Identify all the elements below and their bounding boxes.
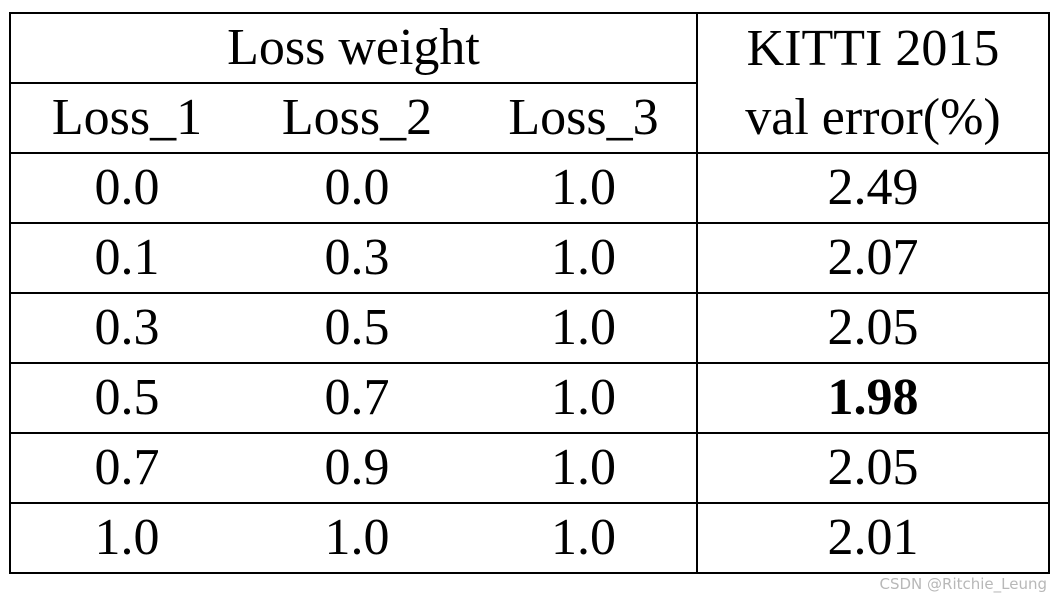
- loss-weight-results-table: Loss weight KITTI 2015 Loss_1 Loss_2 Los…: [9, 12, 1050, 574]
- loss2-cell: 0.3: [243, 222, 471, 294]
- loss1-cell: 0.1: [9, 222, 243, 294]
- results-table-container: Loss weight KITTI 2015 Loss_1 Loss_2 Los…: [9, 12, 1050, 574]
- loss2-column-header: Loss_2: [243, 82, 471, 154]
- error-cell: 2.49: [696, 152, 1050, 224]
- loss2-cell: 0.0: [243, 152, 471, 224]
- best-error-cell: 1.98: [696, 362, 1050, 434]
- error-cell: 2.05: [696, 292, 1050, 364]
- loss1-cell: 1.0: [9, 502, 243, 574]
- loss1-column-header: Loss_1: [9, 82, 243, 154]
- loss3-cell: 1.0: [471, 222, 698, 294]
- loss2-cell: 0.5: [243, 292, 471, 364]
- header-row-1: Loss weight KITTI 2015: [9, 12, 1050, 84]
- error-cell: 2.07: [696, 222, 1050, 294]
- loss1-cell: 0.7: [9, 432, 243, 504]
- loss3-column-header: Loss_3: [471, 82, 698, 154]
- header-row-2: Loss_1 Loss_2 Loss_3 val error(%): [9, 82, 1050, 154]
- loss1-cell: 0.3: [9, 292, 243, 364]
- error-cell: 2.01: [696, 502, 1050, 574]
- csdn-watermark: CSDN @Ritchie_Leung: [879, 575, 1047, 593]
- loss2-cell: 0.9: [243, 432, 471, 504]
- table-row: 0.3 0.5 1.0 2.05: [9, 292, 1050, 364]
- loss1-cell: 0.0: [9, 152, 243, 224]
- table-row: 0.1 0.3 1.0 2.07: [9, 222, 1050, 294]
- loss-weight-group-header: Loss weight: [9, 12, 698, 84]
- loss3-cell: 1.0: [471, 432, 698, 504]
- table-row-best: 0.5 0.7 1.0 1.98: [9, 362, 1050, 434]
- loss2-cell: 1.0: [243, 502, 471, 574]
- loss3-cell: 1.0: [471, 292, 698, 364]
- table-row: 1.0 1.0 1.0 2.01: [9, 502, 1050, 574]
- metric-header-line1: KITTI 2015: [696, 12, 1050, 83]
- loss1-cell: 0.5: [9, 362, 243, 434]
- loss2-cell: 0.7: [243, 362, 471, 434]
- loss3-cell: 1.0: [471, 502, 698, 574]
- loss3-cell: 1.0: [471, 362, 698, 434]
- table-row: 0.0 0.0 1.0 2.49: [9, 152, 1050, 224]
- error-cell: 2.05: [696, 432, 1050, 504]
- metric-header-line2: val error(%): [696, 83, 1050, 154]
- table-row: 0.7 0.9 1.0 2.05: [9, 432, 1050, 504]
- loss3-cell: 1.0: [471, 152, 698, 224]
